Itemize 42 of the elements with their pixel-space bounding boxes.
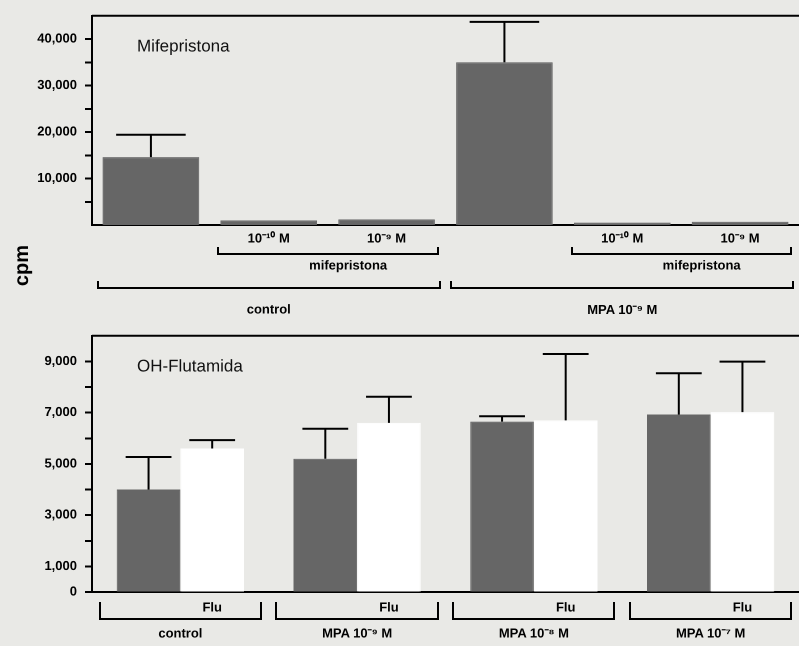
y-tick-label: 5,000 — [44, 455, 77, 470]
bar — [646, 414, 711, 592]
bar — [357, 422, 421, 592]
y-tick-label: 1,000 — [44, 558, 77, 573]
text: mifepristona — [309, 258, 388, 272]
y-tick-label: 40,000 — [37, 30, 77, 46]
bar — [180, 448, 244, 592]
text: control — [246, 302, 291, 316]
y-axis-title: cpm — [10, 244, 34, 286]
bar — [220, 220, 318, 225]
x-tick-label: MPA 10⁻⁹ M — [322, 625, 392, 640]
text: OH-Flutamida — [137, 356, 244, 376]
bar — [116, 490, 180, 592]
series-label: Flu — [202, 600, 222, 615]
y-tick-label: 3,000 — [44, 506, 77, 522]
x-tick-label: MPA 10⁻⁸ M — [498, 625, 569, 640]
text: MPA 10⁻⁹ M — [587, 301, 658, 318]
text: Flu — [556, 600, 576, 615]
text: mifepristona — [662, 258, 741, 272]
y-tick-label: 9,000 — [44, 353, 77, 368]
text: Mifepristona — [137, 36, 230, 56]
bar — [338, 219, 435, 225]
x-tick-label: 10⁻¹⁰ M — [601, 230, 644, 246]
bar — [710, 412, 774, 592]
x-tick-label: 10⁻¹⁰ M — [248, 230, 290, 246]
bar — [102, 157, 200, 225]
text: Flu — [732, 600, 752, 615]
x-tick-label: MPA 10⁻⁷ M — [676, 625, 746, 640]
x-tick-label: control — [158, 625, 202, 640]
y-tick-label: 7,000 — [44, 404, 77, 420]
bar — [692, 222, 788, 225]
text: Flu — [379, 600, 399, 615]
bar — [534, 420, 598, 592]
y-tick-label: 20,000 — [37, 124, 77, 139]
bar — [293, 458, 358, 592]
bar — [456, 62, 553, 225]
x-tick-label: 10⁻⁹ M — [720, 230, 760, 246]
bar — [470, 422, 534, 592]
y-tick-label: 10,000 — [37, 170, 77, 186]
y-tick-label: 0 — [70, 584, 77, 599]
x-tick-label: 10⁻⁹ M — [367, 230, 406, 246]
y-tick-label: 30,000 — [37, 77, 77, 92]
